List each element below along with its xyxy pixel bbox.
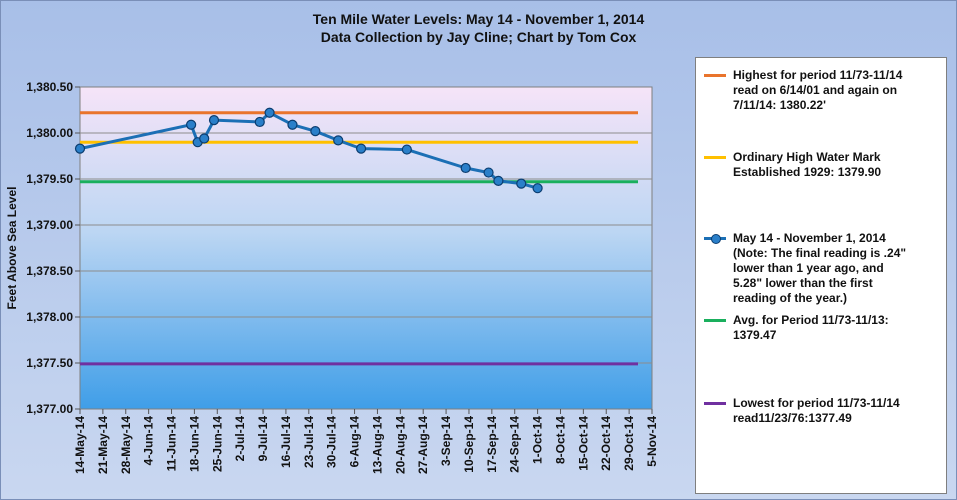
- x-tick-label: 20-Aug-14: [393, 416, 407, 474]
- legend-swatch: [704, 402, 726, 405]
- x-tick-label: 1-Oct-14: [531, 416, 545, 464]
- x-tick-label: 23-Jul-14: [302, 416, 316, 468]
- x-tick-label: 9-Jul-14: [256, 416, 270, 462]
- legend-swatch: [704, 319, 726, 322]
- y-axis-ticks: 1,377.00 1,377.50 1,378.00 1,378.50 1,379.00…: [26, 80, 80, 416]
- chart-title: Ten Mile Water Levels: May 14 - November…: [312, 11, 645, 27]
- x-tick-label: 6-Aug-14: [348, 416, 362, 468]
- x-tick-label: 18-Jun-14: [187, 416, 201, 472]
- legend-swatch: [704, 156, 726, 159]
- data-point: [186, 119, 197, 130]
- x-tick-label: 22-Oct-14: [599, 416, 613, 471]
- x-tick-label: 16-Jul-14: [279, 416, 293, 468]
- x-tick-label: 3-Sep-14: [439, 416, 453, 466]
- data-point: [208, 115, 220, 126]
- data-point: [493, 175, 504, 186]
- data-point: [287, 119, 298, 130]
- y-tick-label: 1,377.00: [26, 402, 73, 416]
- x-tick-label: 14-May-14: [73, 416, 87, 474]
- data-point: [460, 162, 471, 174]
- x-tick-label: 13-Aug-14: [370, 416, 384, 474]
- legend-text: Avg. for Period 11/73-11/13: 1379.47: [733, 313, 889, 342]
- data-point: [516, 178, 527, 189]
- legend-marker-icon: [711, 234, 721, 244]
- y-axis-label: Feet Above Sea Level: [5, 187, 19, 310]
- x-tick-label: 10-Sep-14: [462, 416, 476, 473]
- data-point: [254, 116, 265, 128]
- x-tick-label: 29-Oct-14: [622, 416, 636, 471]
- reference-lines: [80, 111, 638, 366]
- y-tick-label: 1,377.50: [26, 356, 73, 370]
- x-tick-label: 30-Jul-14: [325, 416, 339, 468]
- chart-subtitle: Data Collection by Jay Cline; Chart by T…: [320, 29, 637, 45]
- x-tick-label: 25-Jun-14: [210, 416, 224, 472]
- legend-text: Ordinary High Water Mark Established 192…: [733, 150, 882, 179]
- data-point: [483, 167, 494, 178]
- x-tick-label: 24-Sep-14: [508, 416, 522, 473]
- x-tick-label: 4-Jun-14: [142, 416, 156, 466]
- data-point: [264, 107, 275, 118]
- plot-area: [79, 86, 653, 410]
- x-tick-label: 27-Aug-14: [416, 416, 430, 474]
- y-tick-label: 1,380.00: [26, 126, 73, 140]
- legend-swatch: [704, 74, 726, 77]
- x-tick-label: 15-Oct-14: [576, 416, 590, 471]
- legend-text: Lowest for period 11/73-11/14 read11/23/…: [733, 396, 900, 425]
- x-tick-label: 21-May-14: [96, 416, 110, 474]
- y-tick-label: 1,378.50: [26, 264, 73, 278]
- data-point: [532, 183, 543, 194]
- legend-text: May 14 - November 1, 2014 (Note: The fin…: [733, 231, 907, 305]
- data-point: [333, 135, 344, 146]
- y-tick-label: 1,380.50: [26, 80, 73, 94]
- x-tick-label: 2-Jul-14: [233, 416, 247, 462]
- data-point: [199, 133, 210, 144]
- y-tick-label: 1,379.50: [26, 172, 73, 186]
- data-point: [310, 126, 321, 137]
- legend: Highest for period 11/73-11/14 read on 6…: [695, 57, 947, 494]
- x-tick-label: 28-May-14: [119, 416, 133, 474]
- y-tick-label: 1,378.00: [26, 310, 73, 324]
- data-point: [74, 143, 86, 154]
- x-tick-label: 5-Nov-14: [645, 416, 659, 467]
- x-tick-label: 17-Sep-14: [485, 416, 499, 473]
- legend-text: Highest for period 11/73-11/14 read on 6…: [733, 68, 903, 112]
- x-tick-label: 8-Oct-14: [553, 416, 567, 464]
- data-point: [401, 144, 412, 155]
- x-axis-ticks: 14-May-14 21-May-14 28-May-14 4-Jun-14 11-Ju…: [73, 409, 659, 474]
- data-point: [355, 143, 367, 154]
- series-layer: [74, 107, 543, 194]
- y-tick-label: 1,379.00: [26, 218, 73, 232]
- x-tick-label: 11-Jun-14: [165, 416, 179, 472]
